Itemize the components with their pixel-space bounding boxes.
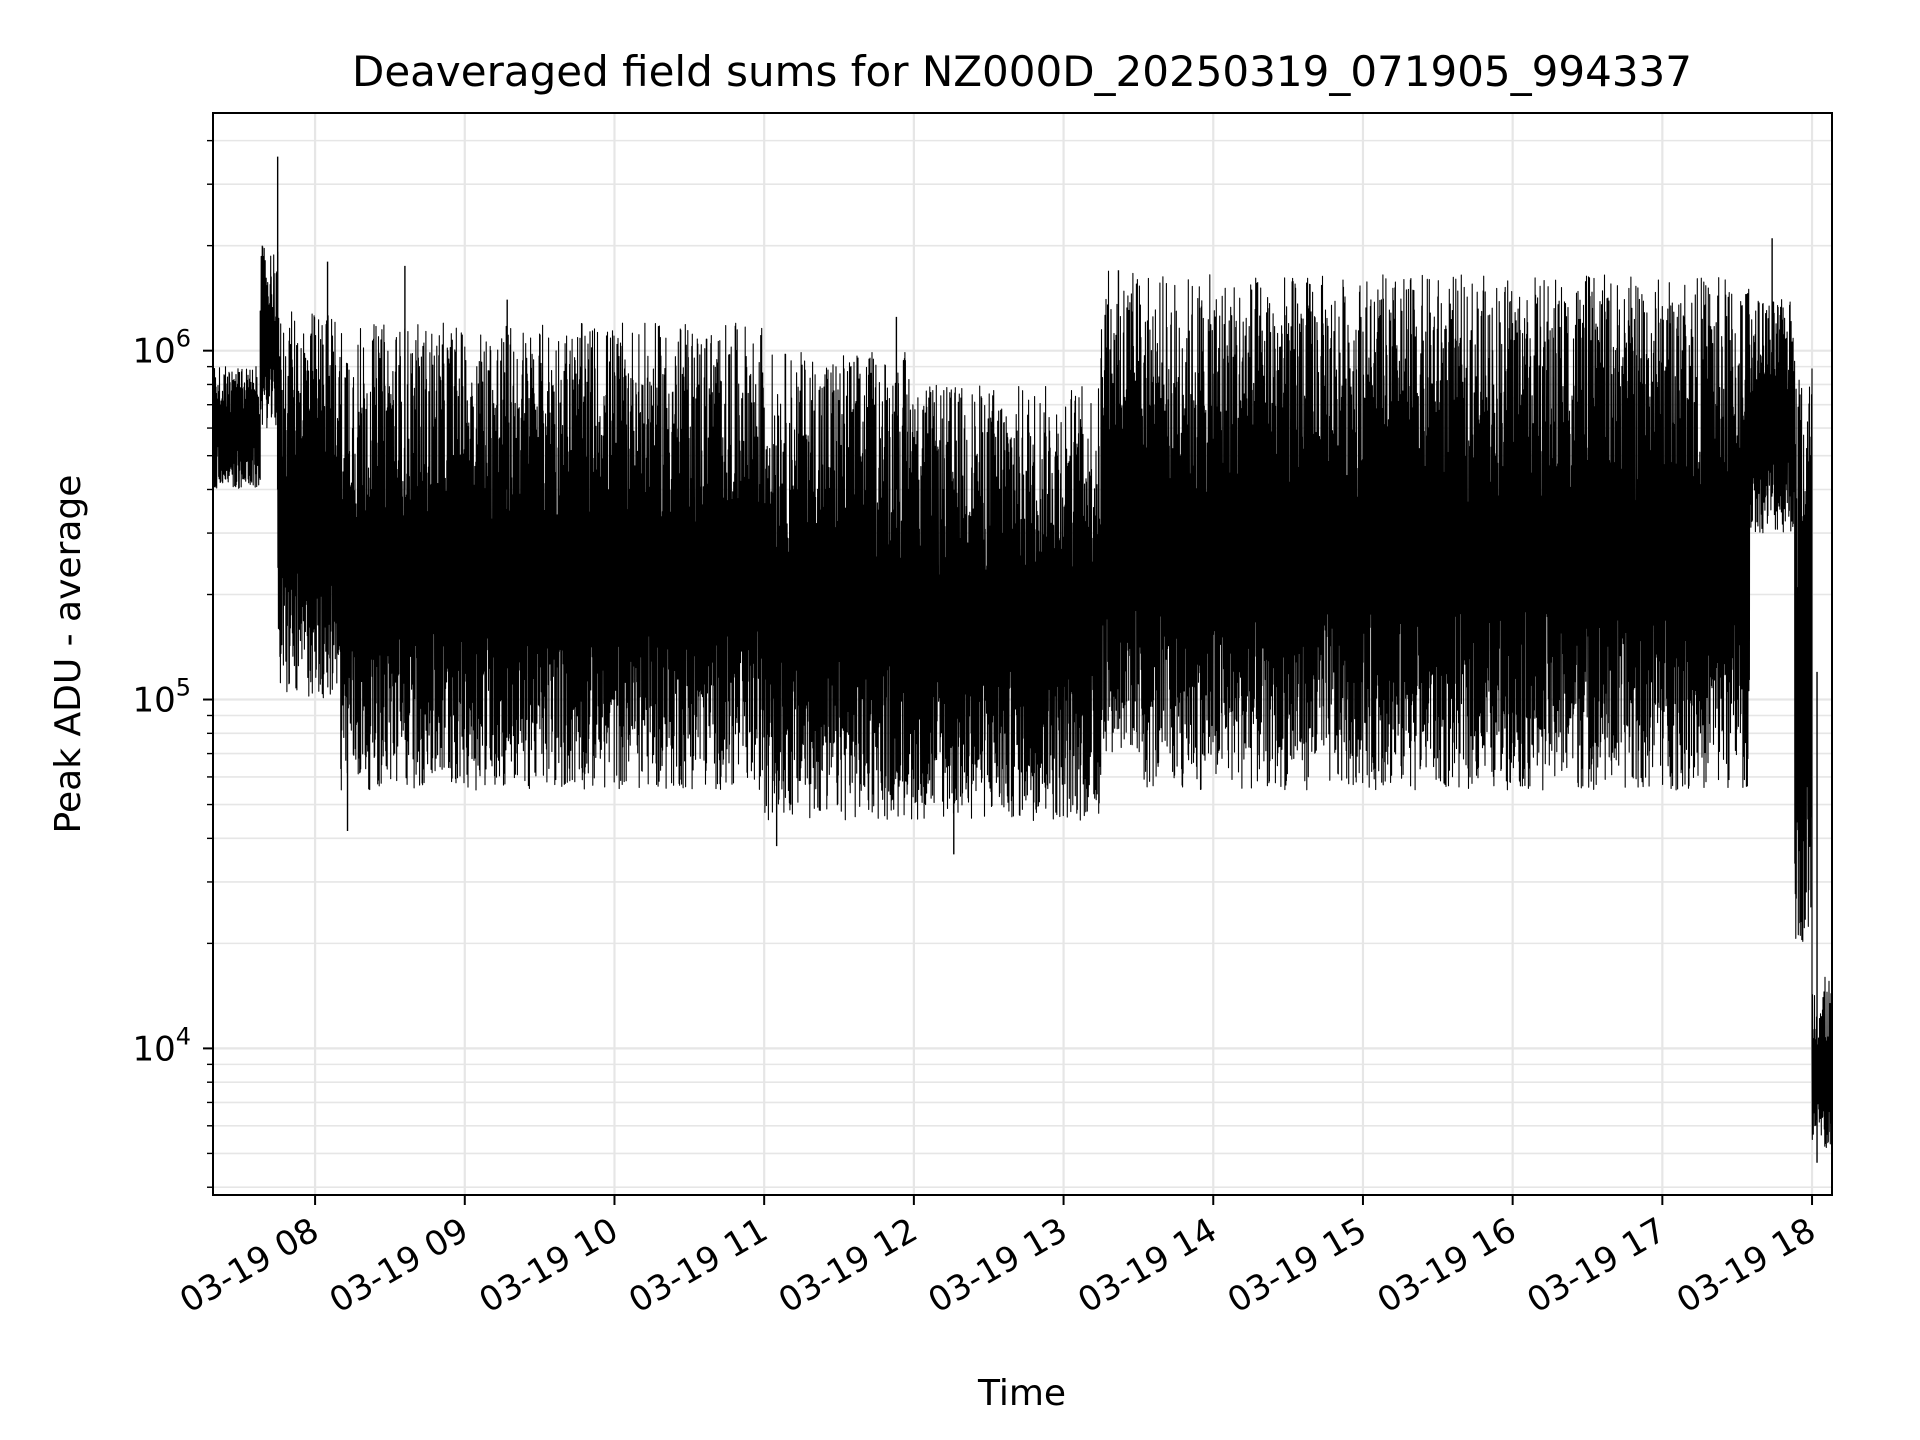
y-tick-label: 104 [132, 1022, 191, 1069]
ticks [203, 139, 1814, 1205]
y-axis-label: Peak ADU - average [48, 475, 89, 834]
x-axis-label: Time [977, 1373, 1066, 1414]
x-tick-label: 03-19 16 [1371, 1210, 1523, 1321]
series-line [212, 245, 1833, 1149]
x-tick-label: 03-19 10 [473, 1210, 625, 1321]
x-tick-label: 03-19 11 [622, 1210, 774, 1321]
plot-frame [212, 112, 1833, 1196]
y-tick-label: 105 [132, 674, 191, 721]
chart-title: Deaveraged field sums for NZ000D_2025031… [352, 47, 1692, 96]
data-series [212, 156, 1833, 1163]
y-tick-label: 106 [132, 325, 191, 372]
x-tick-label: 03-19 09 [323, 1210, 475, 1321]
x-tick-label: 03-19 17 [1520, 1210, 1672, 1321]
x-tick-label: 03-19 08 [173, 1210, 325, 1321]
x-tick-label: 03-19 13 [922, 1210, 1074, 1321]
x-tick-label: 03-19 14 [1071, 1210, 1223, 1321]
x-tick-label: 03-19 12 [772, 1210, 924, 1321]
x-tick-label: 03-19 15 [1221, 1210, 1373, 1321]
x-tick-label: 03-19 18 [1670, 1210, 1822, 1321]
